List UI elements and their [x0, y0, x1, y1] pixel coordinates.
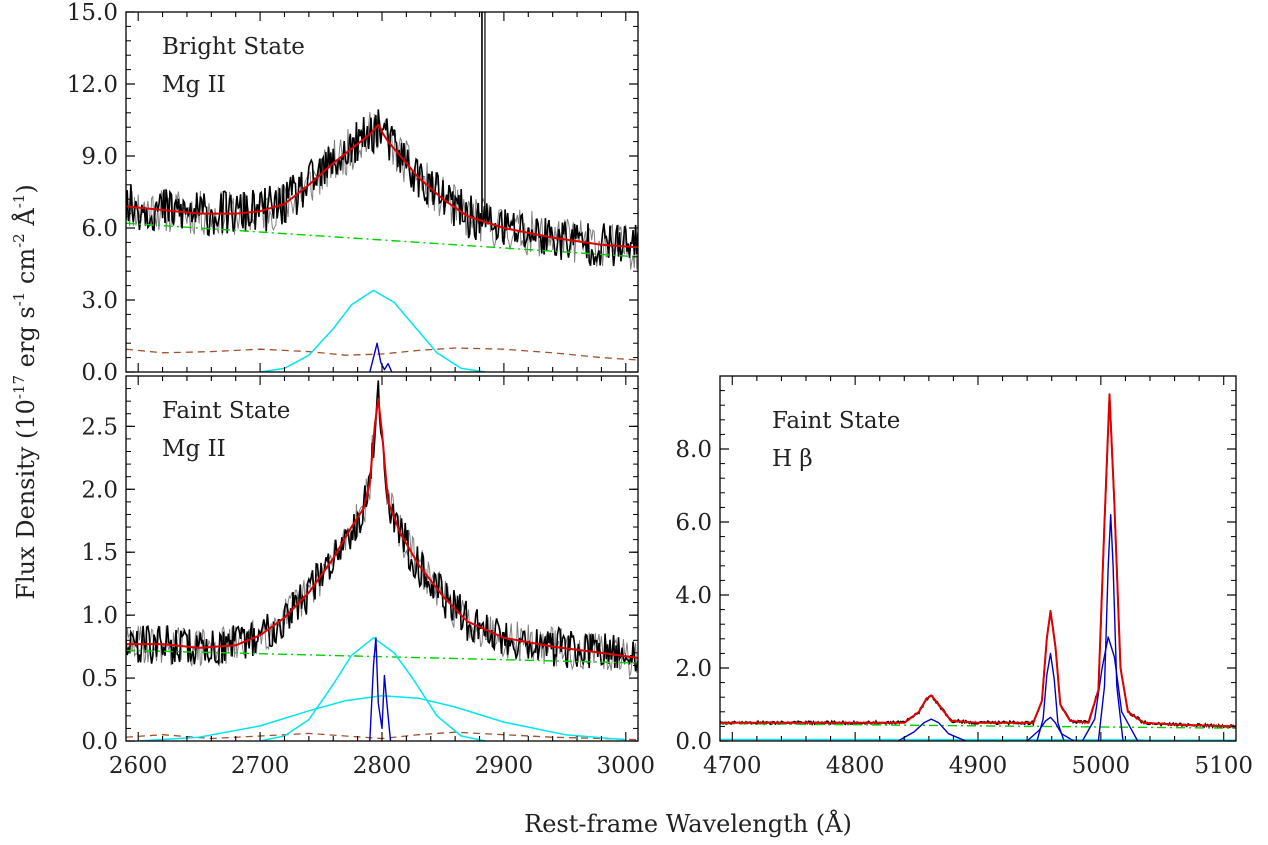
series-power-law [126, 649, 638, 664]
plot-area [126, 380, 638, 741]
x-tick-label: 4700 [703, 753, 762, 779]
panel-bright-mgii: 0.0 3.0 6.0 9.0 12.0 15.0 Bright State Mg II [67, 0, 639, 386]
x-tick-label: 2800 [353, 753, 412, 779]
y-tick-label: 12.0 [67, 72, 118, 98]
panel-line-label: Mg II [162, 436, 226, 462]
series-broad [259, 637, 486, 741]
panel-line-label: Mg II [162, 72, 226, 98]
ylabel-exp: -17 [10, 375, 28, 399]
y-axis-label: Flux Density (10-17 erg s-1 cm-2 Å-1) [10, 184, 40, 599]
panel-faint-mgii: 0.0 0.5 1.0 1.5 2.0 2.5 2600 2700 2800 2900 3000 Fa… [81, 375, 656, 779]
y-tick-label: 2.0 [675, 656, 712, 682]
y-tick-label: 0.0 [81, 360, 118, 386]
y-tick-label: 4.0 [675, 583, 712, 609]
y-tick-label: 3.0 [81, 288, 118, 314]
y-tick-label: 0.0 [675, 729, 712, 755]
y-tick-label: 2.5 [81, 414, 118, 440]
x-tick-label: 4900 [949, 753, 1008, 779]
panel-line-label: H β [772, 446, 813, 472]
ylabel-part: Å [11, 208, 40, 234]
observed-spectrum-error [720, 394, 1236, 730]
ylabel-exp: -1 [10, 194, 28, 209]
y-tick-label: 2.0 [81, 477, 118, 503]
x-tick-label: 3000 [597, 753, 656, 779]
x-tick-label: 4800 [826, 753, 885, 779]
y-tick-label: 6.0 [675, 510, 712, 536]
y-tick-label: 1.5 [81, 540, 118, 566]
series-broad [138, 694, 626, 741]
series-narrow [1036, 652, 1065, 741]
x-tick-label: 2600 [109, 753, 168, 779]
axes-frame [125, 11, 639, 373]
series-narrow [369, 637, 392, 741]
y-tick-label: 6.0 [81, 216, 118, 242]
ylabel-exp: -2 [10, 233, 28, 248]
x-tick-label: 2900 [475, 753, 534, 779]
y-tick-label: 0.0 [81, 729, 118, 755]
x-tick-label: 5100 [1194, 753, 1253, 779]
panel-state-label: Faint State [162, 398, 290, 424]
y-tick-label: 15.0 [67, 0, 118, 26]
ylabel-part: ) [12, 184, 40, 193]
series-narrow [1081, 636, 1139, 741]
series-total-fit [126, 123, 638, 249]
x-tick-label: 5000 [1072, 753, 1131, 779]
panel-state-label: Bright State [162, 34, 305, 60]
y-tick-label: 0.5 [81, 666, 118, 692]
series-fe-template [126, 347, 638, 361]
ylabel-part: Flux Density (10 [12, 399, 40, 600]
series-broad [259, 289, 486, 372]
series-total-fit [720, 393, 1236, 728]
ylabel-part: erg s [12, 306, 40, 375]
x-tick-label: 2700 [231, 753, 290, 779]
y-tick-label: 9.0 [81, 144, 118, 170]
ylabel-part: cm [12, 248, 40, 292]
panel-faint-hbeta: 0.0 2.0 4.0 6.0 8.0 4700 4800 4900 5000 5100 Faint… [675, 375, 1253, 779]
y-tick-label: 1.0 [81, 603, 118, 629]
x-axis-label: Rest-frame Wavelength (Å) [524, 809, 852, 838]
ylabel-exp: -1 [10, 292, 28, 307]
series-narrow [1097, 514, 1124, 741]
plot-area [126, 12, 638, 372]
panel-state-label: Faint State [772, 408, 900, 434]
series-narrow [897, 718, 966, 741]
y-tick-label: 8.0 [675, 437, 712, 463]
series-total-fit [126, 397, 638, 659]
series-narrow [369, 342, 393, 372]
